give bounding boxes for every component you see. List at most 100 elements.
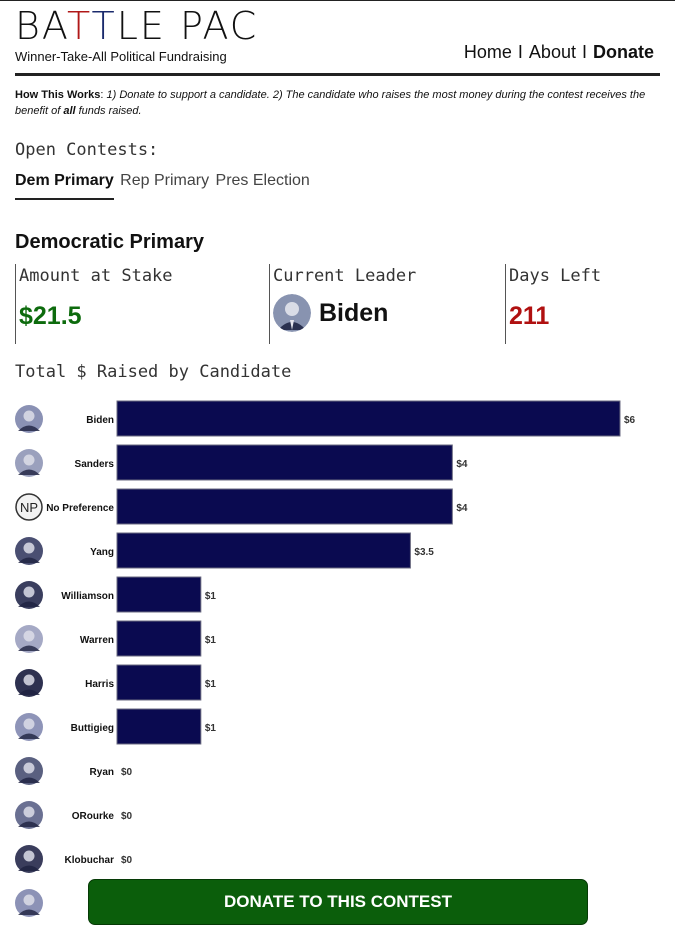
candidate-avatar (15, 713, 43, 741)
avatar-shoulders (18, 601, 40, 607)
nav-separator: I (517, 42, 523, 62)
bar (116, 488, 453, 525)
bar-category-label: Sanders (75, 459, 115, 470)
bar-category-label: Ryan (90, 767, 114, 778)
current-leader-panel: Current Leader Biden (269, 264, 503, 344)
avatar-shoulders (18, 469, 40, 475)
bar-category-label: Klobuchar (65, 855, 115, 866)
top-border (0, 0, 675, 1)
bar (116, 576, 202, 613)
avatar-face (23, 586, 35, 598)
bar-value-label: $1 (205, 591, 217, 602)
header-divider (15, 73, 660, 76)
candidate-avatar: NP (15, 493, 43, 521)
tab-pres-election[interactable]: Pres Election (215, 172, 310, 189)
contest-title: Democratic Primary (15, 231, 204, 253)
bar (116, 708, 202, 745)
bar-category-label: Williamson (61, 591, 114, 602)
avatar-face (23, 762, 35, 774)
avatar-shoulders (18, 865, 40, 871)
avatar-face (23, 542, 35, 554)
bar (116, 444, 453, 481)
avatar-shoulders (18, 689, 40, 695)
days-left-value: 211 (509, 302, 550, 330)
contest-tabs: Dem Primary Rep Primary Pres Election (15, 172, 312, 200)
leader-avatar (273, 294, 311, 332)
nav-about-link[interactable]: About (528, 42, 576, 62)
battle-pac-logo[interactable]: BATTLE PAC (15, 4, 259, 48)
how-it-works: How This Works: 1) Donate to support a c… (15, 89, 646, 117)
raised-by-candidate-chart: Biden $6 Sanders $4 NP No Preference $4 Yang $3.… (15, 400, 636, 917)
donate-button[interactable]: DONATE TO THIS CONTEST (88, 879, 588, 925)
how-it-works-text-end: funds raised. (75, 105, 142, 117)
candidate-avatar (15, 889, 43, 917)
bar (116, 400, 621, 437)
avatar-face (23, 630, 35, 642)
tab-dem-primary[interactable]: Dem Primary (15, 172, 114, 200)
candidate-avatar (15, 449, 43, 477)
candidate-avatar (15, 625, 43, 653)
current-leader-label: Current Leader (273, 266, 417, 286)
candidate-avatar (15, 537, 43, 565)
bar-value-label: $0 (121, 767, 133, 778)
avatar-shoulders (18, 557, 40, 563)
avatar-face (23, 674, 35, 686)
avatar-face (23, 718, 35, 730)
amount-at-stake-value: $21.5 (19, 302, 82, 330)
days-left-panel: Days Left 211 (505, 264, 659, 344)
bar-category-label: ORourke (72, 811, 115, 822)
candidate-avatar (15, 581, 43, 609)
bar-value-label: $1 (205, 635, 217, 646)
avatar-shoulders (18, 645, 40, 651)
bar-value-label: $1 (205, 679, 217, 690)
candidate-avatar (15, 405, 43, 433)
avatar-face (23, 454, 35, 466)
bar (116, 532, 411, 569)
bar-value-label: $1 (205, 723, 217, 734)
nav-home-link[interactable]: Home (463, 42, 512, 62)
candidate-avatar (15, 845, 43, 873)
bar-value-label: $0 (121, 855, 133, 866)
tab-rep-primary[interactable]: Rep Primary (120, 172, 210, 189)
candidate-avatar (15, 757, 43, 785)
how-it-works-label: How This Works (15, 89, 101, 101)
avatar-initials: NP (20, 500, 38, 515)
bar-value-label: $4 (456, 459, 468, 470)
candidate-avatar (15, 801, 43, 829)
bar (116, 620, 202, 657)
current-leader-value: Biden (273, 294, 503, 332)
how-it-works-text: 1) Donate to support a candidate. 2) The… (15, 89, 646, 117)
chart-title: Total $ Raised by Candidate (15, 362, 292, 382)
avatar-shoulders (18, 425, 40, 431)
bar-category-label: Harris (85, 679, 114, 690)
nav-separator: I (581, 42, 587, 62)
avatar-circle (15, 493, 43, 521)
bar-category-label: Warren (80, 635, 114, 646)
bar-value-label: $4 (456, 503, 468, 514)
open-contests-label: Open Contests: (15, 140, 159, 160)
bar-value-label: $0 (121, 811, 133, 822)
main-nav: Home I About I Donate (464, 42, 654, 63)
bar-value-label: $3.5 (414, 547, 434, 558)
candidate-avatar (15, 669, 43, 697)
current-leader-name: Biden (319, 298, 389, 327)
nav-donate-link[interactable]: Donate (592, 42, 654, 62)
bar (116, 664, 202, 701)
bar-category-label: Biden (86, 415, 114, 426)
avatar-shoulders (18, 909, 40, 915)
bar-category-label: Buttigieg (71, 723, 114, 734)
avatar-shoulders (18, 733, 40, 739)
bar-category-label: No Preference (46, 503, 114, 514)
avatar-face (23, 894, 35, 906)
days-left-label: Days Left (509, 266, 602, 286)
amount-at-stake-label: Amount at Stake (19, 266, 173, 286)
bar-value-label: $6 (624, 415, 636, 426)
avatar-shoulders (18, 821, 40, 827)
how-it-works-emphasis: all (63, 105, 76, 117)
avatar-shoulders (18, 777, 40, 783)
avatar-face (23, 410, 35, 422)
amount-at-stake-panel: Amount at Stake $21.5 (15, 264, 269, 344)
tagline: Winner-Take-All Political Fundraising (15, 49, 227, 64)
avatar-face (23, 850, 35, 862)
bar-category-label: Yang (90, 547, 114, 558)
